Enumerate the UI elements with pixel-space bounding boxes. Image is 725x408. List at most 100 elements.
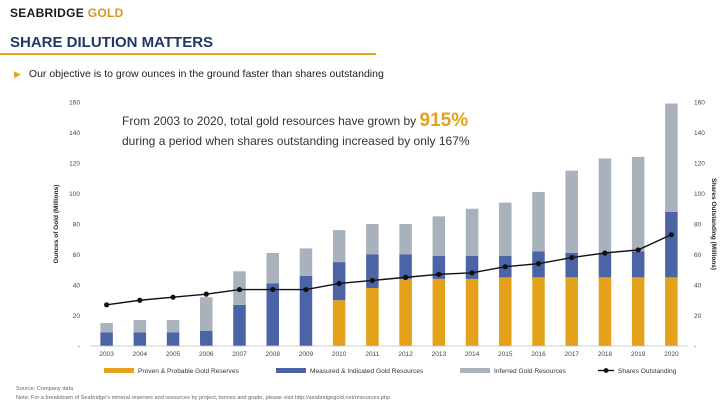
shares-outstanding-point <box>303 286 309 293</box>
x-tick-label: 2004 <box>133 351 148 358</box>
x-tick-label: 2017 <box>564 351 579 358</box>
y-tick-label: 60 <box>73 252 81 259</box>
x-tick-label: 2018 <box>598 351 613 358</box>
bar-measured-indicated <box>133 332 147 346</box>
legend-proven-probable-swatch <box>104 368 134 373</box>
bar-inferred <box>631 156 645 252</box>
y2-tick-label: 140 <box>694 130 705 137</box>
bar-inferred <box>565 170 578 253</box>
y2-tick-label: 120 <box>694 160 705 167</box>
bullet-arrow-icon: ▶ <box>14 69 21 79</box>
shares-outstanding-point <box>137 297 143 303</box>
shares-outstanding-point <box>502 264 508 270</box>
shares-outstanding-point <box>236 286 243 293</box>
y-tick-label: - <box>78 343 80 350</box>
bar-inferred <box>665 103 678 212</box>
annotation-highlight: 915% <box>419 110 469 131</box>
bar-measured-indicated <box>631 251 645 278</box>
bar-proven-probable <box>631 277 645 346</box>
shares-outstanding-point <box>403 274 409 280</box>
y-tick-label: 120 <box>69 160 80 167</box>
y-tick-label: 160 <box>69 99 80 106</box>
bar-inferred <box>366 224 379 255</box>
bar-measured-indicated <box>166 332 180 346</box>
company-logo: SEABRIDGE GOLD <box>10 6 124 20</box>
legend-measured-indicated-label: Measured & Indicated Gold Resources <box>310 368 424 375</box>
y-tick-label: 40 <box>73 282 81 289</box>
bar-measured-indicated <box>233 304 246 346</box>
shares-outstanding-point <box>436 271 442 277</box>
x-tick-label: 2015 <box>498 351 513 358</box>
bar-inferred <box>100 323 113 333</box>
shares-outstanding-point <box>104 302 110 308</box>
bar-measured-indicated <box>100 332 113 346</box>
x-tick-label: 2011 <box>365 351 379 358</box>
bar-measured-indicated <box>200 330 213 346</box>
x-tick-label: 2016 <box>531 351 546 358</box>
footnote: Note: For a breakdown of Seabridge's min… <box>16 395 391 401</box>
y2-tick-label: 80 <box>694 221 702 228</box>
x-tick-label: 2010 <box>332 351 347 358</box>
bar-proven-probable <box>399 278 412 346</box>
logo-text-part2: GOLD <box>87 6 124 20</box>
bullet-text: Our objective is to grow ounces in the g… <box>28 68 384 80</box>
bar-inferred <box>465 208 479 257</box>
bar-proven-probable <box>332 300 346 346</box>
page-title: SHARE DILUTION MATTERS <box>10 34 214 51</box>
bar-measured-indicated <box>465 256 479 279</box>
y-axis-title: Ounces of Gold (Millions) <box>53 185 60 264</box>
logo-text-part1: SEABRIDGE <box>10 6 85 20</box>
bar-inferred <box>332 230 346 263</box>
x-tick-label: 2003 <box>99 351 114 358</box>
shares-outstanding-point <box>535 261 542 267</box>
x-tick-label: 2019 <box>631 351 646 358</box>
bar-proven-probable <box>665 277 678 346</box>
bar-measured-indicated <box>565 252 578 278</box>
bar-inferred <box>432 216 446 257</box>
y-tick-label: 140 <box>69 130 80 137</box>
bar-proven-probable <box>465 278 479 346</box>
shares-outstanding-point <box>469 270 475 276</box>
bar-proven-probable <box>366 288 379 346</box>
objective-bullet: ▶ Our objective is to grow ounces in the … <box>14 68 384 80</box>
x-tick-label: 2006 <box>199 351 214 358</box>
y2-tick-label: 40 <box>694 282 702 289</box>
bar-inferred <box>133 320 147 333</box>
bar-inferred <box>299 248 313 276</box>
x-tick-label: 2012 <box>398 351 413 358</box>
bar-measured-indicated <box>665 211 678 278</box>
legend-proven-probable-label: Proven & Probable Gold Reserves <box>138 368 239 375</box>
shares-outstanding-point <box>668 232 674 238</box>
bar-inferred <box>399 224 412 255</box>
y-tick-label: 80 <box>73 221 81 228</box>
bar-inferred <box>200 297 213 331</box>
bar-inferred <box>166 320 180 333</box>
y2-tick-label: 100 <box>694 191 705 198</box>
bar-inferred <box>266 252 279 284</box>
bar-inferred <box>499 202 512 257</box>
y2-tick-label: 20 <box>694 313 702 320</box>
x-tick-label: 2013 <box>432 351 447 358</box>
x-tick-label: 2014 <box>465 351 480 358</box>
shares-outstanding-line <box>106 234 672 306</box>
bar-measured-indicated <box>266 283 279 346</box>
shares-outstanding-point <box>170 294 176 300</box>
legend-measured-indicated-swatch <box>276 368 306 373</box>
legend-shares-outstanding-marker <box>603 368 609 373</box>
bar-measured-indicated <box>432 256 446 279</box>
shares-outstanding-point <box>635 247 641 253</box>
shares-outstanding-point <box>569 254 575 261</box>
x-tick-label: 2020 <box>664 351 679 358</box>
y2-axis-title: Shares Outstanding (Millions) <box>710 178 717 270</box>
bar-proven-probable <box>499 277 512 346</box>
shares-outstanding-point <box>369 277 375 284</box>
bar-inferred <box>532 191 545 252</box>
y2-tick-label: 60 <box>694 252 702 259</box>
bar-proven-probable <box>565 277 578 346</box>
shares-outstanding-point <box>602 250 608 256</box>
annotation-line-2: during a period when shares outstanding … <box>122 134 470 148</box>
y-tick-label: 20 <box>73 313 81 320</box>
x-tick-label: 2005 <box>166 351 181 358</box>
bar-measured-indicated <box>598 252 612 278</box>
